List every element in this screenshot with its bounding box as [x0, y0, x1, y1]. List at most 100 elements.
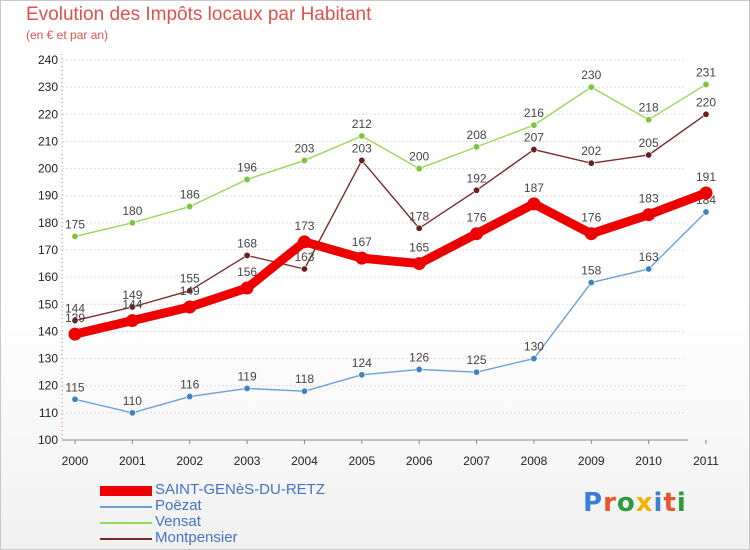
y-tick-label: 210	[38, 134, 58, 148]
data-point-saint-gen-s-du-retz	[297, 235, 311, 249]
y-tick-label: 220	[38, 107, 58, 121]
data-point-montpensier	[530, 146, 538, 154]
data-point-vensat	[71, 232, 79, 240]
data-point-montpensier	[186, 287, 194, 295]
data-point-montpensier	[587, 159, 595, 167]
data-label-po-zat: 118	[295, 372, 314, 386]
proxiti-logo: Proxiti	[583, 488, 687, 518]
x-tick-label: 2008	[521, 454, 548, 468]
data-label-vensat: 186	[180, 188, 200, 202]
y-tick-label: 120	[38, 379, 58, 393]
y-tick-label: 150	[38, 297, 58, 311]
data-label-montpensier: 178	[409, 209, 429, 223]
y-tick-label: 100	[38, 433, 58, 447]
data-label-montpensier: 163	[294, 250, 314, 264]
data-point-po-zat	[702, 208, 710, 216]
data-point-po-zat	[128, 409, 136, 417]
data-point-saint-gen-s-du-retz	[527, 197, 541, 211]
data-label-vensat: 216	[524, 106, 544, 120]
data-point-po-zat	[587, 279, 595, 287]
data-label-po-zat: 126	[409, 350, 429, 364]
data-label-saint-gen-s-du-retz: 187	[524, 181, 544, 195]
data-point-po-zat	[415, 365, 423, 373]
data-point-vensat	[128, 219, 136, 227]
x-tick-label: 2010	[635, 454, 662, 468]
legend-label: Vensat	[155, 513, 201, 530]
data-label-po-zat: 163	[639, 250, 659, 264]
x-tick-label: 2009	[578, 454, 605, 468]
data-label-saint-gen-s-du-retz: 139	[65, 311, 85, 325]
x-tick-label: 2011	[693, 454, 719, 468]
legend-swatch	[100, 506, 152, 508]
x-tick-label: 2004	[291, 454, 318, 468]
y-tick-label: 160	[38, 270, 58, 284]
data-label-saint-gen-s-du-retz: 144	[122, 298, 142, 312]
x-tick-label: 2005	[348, 454, 375, 468]
data-point-saint-gen-s-du-retz	[68, 327, 82, 341]
data-label-saint-gen-s-du-retz: 183	[639, 192, 659, 206]
data-label-po-zat: 130	[524, 340, 544, 354]
data-label-vensat: 200	[409, 150, 429, 164]
data-label-vensat: 231	[696, 65, 716, 79]
data-point-vensat	[645, 116, 653, 124]
data-point-vensat	[473, 143, 481, 151]
data-label-saint-gen-s-du-retz: 167	[352, 235, 372, 249]
data-label-po-zat: 158	[581, 264, 601, 278]
legend-swatch	[100, 522, 152, 524]
legend-swatch	[100, 538, 152, 540]
data-label-montpensier: 220	[696, 95, 716, 109]
data-point-montpensier	[128, 303, 136, 311]
data-point-montpensier	[415, 224, 423, 232]
y-tick-label: 240	[38, 53, 58, 67]
data-label-montpensier: 144	[65, 302, 85, 316]
data-point-vensat	[702, 80, 710, 88]
data-label-po-zat: 115	[65, 380, 84, 394]
y-tick-label: 190	[38, 189, 58, 203]
data-label-saint-gen-s-du-retz: 176	[467, 211, 487, 225]
data-label-montpensier: 155	[180, 272, 200, 286]
chart-title: Evolution des Impôts locaux par Habitant	[26, 4, 372, 25]
data-point-montpensier	[645, 151, 653, 159]
x-tick-label: 2002	[176, 454, 203, 468]
data-point-saint-gen-s-du-retz	[125, 314, 139, 328]
data-point-po-zat	[530, 355, 538, 363]
data-point-vensat	[587, 83, 595, 91]
data-point-montpensier	[358, 156, 366, 164]
data-point-po-zat	[71, 395, 79, 403]
data-label-po-zat: 125	[467, 353, 487, 367]
data-label-vensat: 208	[467, 128, 487, 142]
data-point-montpensier	[243, 251, 251, 259]
y-tick-label: 130	[38, 352, 58, 366]
data-point-po-zat	[300, 387, 308, 395]
data-point-vensat	[186, 203, 194, 211]
data-label-vensat: 230	[581, 68, 601, 82]
data-label-po-zat: 119	[238, 369, 257, 383]
data-point-saint-gen-s-du-retz	[183, 300, 197, 314]
legend-label: Poëzat	[155, 497, 202, 514]
data-label-po-zat: 124	[352, 356, 372, 370]
data-label-montpensier: 149	[122, 288, 142, 302]
series-line-vensat	[74, 83, 707, 238]
data-point-po-zat	[645, 265, 653, 273]
x-tick-label: 2001	[119, 454, 146, 468]
x-tick-label: 2006	[406, 454, 433, 468]
data-label-saint-gen-s-du-retz: 173	[294, 219, 314, 233]
data-label-montpensier: 202	[581, 144, 601, 158]
data-point-vensat	[300, 156, 308, 164]
data-point-saint-gen-s-du-retz	[699, 186, 713, 200]
data-label-montpensier: 192	[467, 171, 487, 185]
legend-label: Montpensier	[155, 529, 238, 546]
y-tick-label: 170	[38, 243, 58, 257]
data-point-vensat	[530, 121, 538, 129]
data-label-montpensier: 207	[524, 131, 544, 145]
x-tick-label: 2000	[62, 454, 89, 468]
legend-swatch	[100, 486, 152, 496]
data-point-montpensier	[702, 110, 710, 118]
data-label-montpensier: 205	[639, 136, 659, 150]
data-point-saint-gen-s-du-retz	[642, 208, 656, 222]
data-point-saint-gen-s-du-retz	[412, 257, 426, 271]
data-point-po-zat	[186, 393, 194, 401]
data-label-montpensier: 203	[352, 141, 372, 155]
data-label-vensat: 175	[65, 217, 85, 231]
data-label-saint-gen-s-du-retz: 165	[409, 241, 429, 255]
